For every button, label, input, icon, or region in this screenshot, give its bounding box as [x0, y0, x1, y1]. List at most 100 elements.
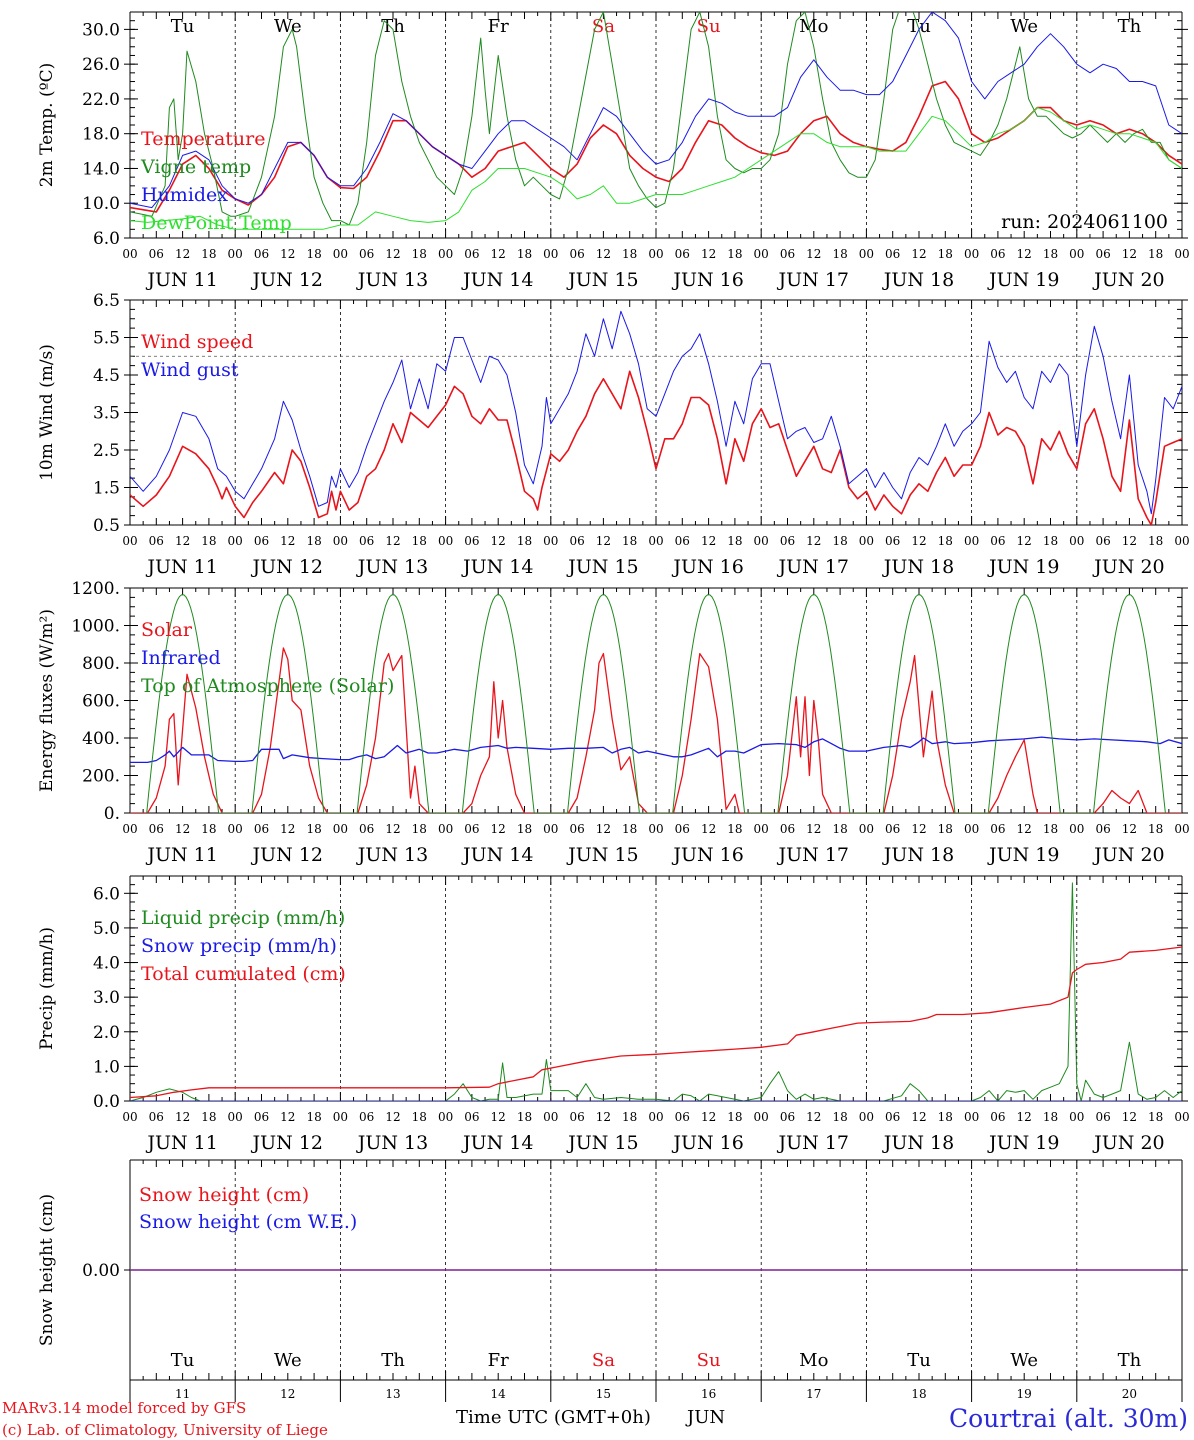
hour-label: 18	[832, 1110, 847, 1124]
legend-entry: Humidex	[141, 184, 228, 206]
hour-label: 00	[333, 247, 348, 261]
day-of-week-label: Su	[697, 16, 721, 37]
date-label: JUN 20	[1092, 269, 1164, 291]
day-of-week-label: Tu	[171, 1350, 195, 1371]
legend-entry: Liquid precip (mm/h)	[141, 907, 345, 929]
hour-label: 00	[648, 534, 663, 548]
hour-label: 12	[911, 822, 926, 836]
legend-entry: Wind speed	[141, 331, 253, 353]
day-of-week-label: Fr	[488, 16, 509, 37]
series-line	[146, 594, 1166, 813]
hour-label: 00	[648, 1110, 663, 1124]
hour-label: 00	[859, 247, 874, 261]
hour-label: 00	[228, 247, 243, 261]
hour-label: 06	[885, 247, 900, 261]
hour-label: 00	[964, 822, 979, 836]
hour-label: 06	[780, 247, 795, 261]
hour-label: 12	[491, 247, 506, 261]
date-label: JUN 19	[987, 269, 1059, 291]
hour-label: 12	[385, 247, 400, 261]
day-of-week-label: Th	[381, 16, 405, 37]
hour-label: 00	[1069, 247, 1084, 261]
hour-label: 12	[1122, 534, 1137, 548]
hour-label: 18	[201, 534, 216, 548]
hour-label: 00	[859, 1110, 874, 1124]
panels: 6.0 10.0 14.0 18.0 22.0 26.0 30.0 2m Temp. (ºC)…	[37, 11, 1190, 1402]
day-of-week-label: Th	[381, 1350, 405, 1371]
hour-label: 12	[175, 1110, 190, 1124]
hour-label: 12	[806, 822, 821, 836]
hour-label: 06	[359, 247, 374, 261]
hour-label: 00	[438, 822, 453, 836]
hour-label: 18	[1043, 822, 1058, 836]
y-tick-label: 2.0	[93, 1023, 120, 1043]
hour-label: 06	[464, 822, 479, 836]
hour-label: 06	[464, 247, 479, 261]
y-tick-label: 800.	[82, 654, 120, 674]
date-label: JUN 15	[566, 1132, 638, 1154]
hour-label: 18	[1148, 1110, 1163, 1124]
hour-label: 00	[754, 1110, 769, 1124]
legend-entry: Solar	[141, 619, 193, 641]
hour-label: 18	[412, 534, 427, 548]
hour-label: 06	[149, 247, 164, 261]
y-axis-title: Snow height (cm)	[37, 1194, 57, 1346]
hour-label: 18	[727, 1110, 742, 1124]
hour-label: 06	[569, 822, 584, 836]
legend-entry: Infrared	[141, 647, 221, 669]
day-number-label: 11	[175, 1387, 190, 1401]
hour-label: 18	[727, 247, 742, 261]
lab-credit: (c) Lab. of Climatology, University of L…	[2, 1421, 328, 1439]
hour-label: 12	[280, 247, 295, 261]
hour-label: 18	[1148, 247, 1163, 261]
y-tick-label: 14.0	[82, 159, 120, 179]
date-label: JUN 20	[1092, 844, 1164, 866]
hour-label: 06	[1095, 534, 1110, 548]
day-of-week-label: Mo	[799, 16, 828, 37]
hour-label: 18	[201, 822, 216, 836]
y-tick-label: 5.0	[93, 919, 120, 939]
y-tick-label: 0.00	[82, 1261, 120, 1281]
hour-label: 06	[675, 1110, 690, 1124]
day-of-week-label: We	[274, 16, 302, 37]
hour-label: 06	[569, 1110, 584, 1124]
day-of-week-label: Sa	[592, 1350, 615, 1371]
day-of-week-label: We	[1010, 16, 1038, 37]
date-label: JUN 16	[671, 844, 743, 866]
legend-entry: Total cumulated (cm)	[141, 963, 346, 985]
hour-label: 12	[1017, 534, 1032, 548]
series-line	[130, 12, 1182, 209]
hour-label: 00	[333, 1110, 348, 1124]
y-axis-title: Energy fluxes (W/m²)	[37, 609, 57, 792]
date-label: JUN 15	[566, 269, 638, 291]
hour-label: 12	[1122, 1110, 1137, 1124]
date-label: JUN 13	[356, 269, 428, 291]
day-of-week-label: Mo	[799, 1350, 828, 1371]
date-label: JUN 14	[461, 556, 533, 578]
run-label: run: 2024061100	[1001, 211, 1168, 233]
series-line	[130, 946, 1182, 1099]
date-label: JUN 11	[145, 269, 217, 291]
hour-label: 18	[938, 1110, 953, 1124]
series-line	[130, 370, 1182, 525]
x-axis-title: Time UTC (GMT+0h)	[456, 1407, 651, 1428]
hour-label: 00	[1069, 822, 1084, 836]
hour-label: 00	[228, 822, 243, 836]
hour-label: 00	[543, 534, 558, 548]
series-line	[130, 736, 1182, 764]
hour-label: 12	[491, 534, 506, 548]
hour-label: 06	[990, 1110, 1005, 1124]
hour-label: 12	[596, 534, 611, 548]
hour-label: 06	[464, 1110, 479, 1124]
panel-energy: 0. 200. 400. 600. 800. 1000. 1200. Energy fluxe…	[37, 579, 1190, 866]
series-group	[130, 12, 1182, 230]
hour-label: 00	[228, 1110, 243, 1124]
hour-label: 12	[911, 1110, 926, 1124]
hour-label: 06	[1095, 247, 1110, 261]
hour-label: 18	[306, 822, 321, 836]
hour-label: 00	[122, 822, 137, 836]
legend-entry: Snow precip (mm/h)	[141, 935, 337, 957]
hour-label: 06	[569, 534, 584, 548]
hour-label: 06	[885, 822, 900, 836]
day-of-week-label: Fr	[488, 1350, 509, 1371]
